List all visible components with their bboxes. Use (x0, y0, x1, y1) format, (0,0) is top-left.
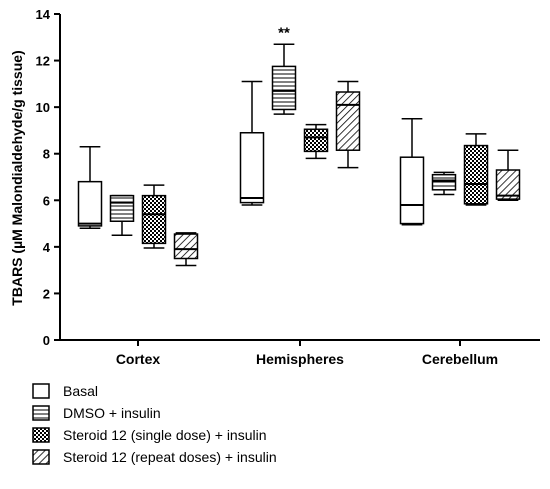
box-iqr (239, 132, 265, 204)
legend-label: Steroid 12 (repeat doses) + insulin (63, 449, 277, 465)
box-iqr (141, 194, 167, 245)
box-iqr (399, 156, 425, 225)
box-iqr (109, 194, 135, 222)
legend-label: DMSO + insulin (63, 405, 161, 421)
legend-label: Steroid 12 (single dose) + insulin (63, 427, 267, 443)
legend-item: Steroid 12 (repeat doses) + insulin (32, 449, 277, 465)
box-cortex-1 (109, 194, 135, 236)
box-hemispheres-3 (335, 80, 361, 169)
x-category-label: Cortex (116, 351, 161, 367)
box-iqr (431, 173, 457, 191)
y-tick-label: 12 (36, 54, 50, 69)
legend-swatch (32, 449, 50, 465)
box-hemispheres-0 (239, 80, 265, 206)
x-category-label: Hemispheres (256, 351, 344, 367)
box-cerebellum-1 (431, 171, 457, 196)
legend-item: DMSO + insulin (32, 405, 161, 421)
axes: 0 2 4 6 8 10 12 14 Cortex Hemispheres Cerebellum (36, 7, 540, 367)
box-iqr (463, 144, 489, 205)
y-tick-label: 14 (36, 7, 51, 22)
box-cortex-0 (77, 145, 103, 229)
box-hemispheres-2 (303, 123, 329, 160)
boxes: ** (77, 24, 521, 267)
box-cortex-2 (141, 184, 167, 249)
legend: Basal DMSO + insulin Steroid 12 (single do… (32, 383, 277, 465)
box-iqr (77, 180, 103, 227)
x-category-label: Cerebellum (422, 351, 498, 367)
legend-item: Steroid 12 (single dose) + insulin (32, 427, 267, 443)
y-tick-label: 6 (43, 193, 50, 208)
y-tick-label: 0 (43, 333, 50, 348)
legend-swatch (32, 427, 50, 443)
box-cortex-3 (173, 232, 199, 267)
significance-annotation: ** (278, 24, 290, 41)
y-tick-label: 4 (43, 240, 51, 255)
box-iqr (173, 233, 199, 260)
legend-swatch (32, 383, 50, 399)
box-hemispheres-1 (271, 43, 297, 115)
box-iqr (335, 91, 361, 151)
box-iqr (303, 128, 329, 153)
y-tick-label: 8 (43, 147, 50, 162)
y-tick-label: 10 (36, 100, 50, 115)
legend-swatch (32, 405, 50, 421)
legend-item: Basal (32, 383, 98, 399)
box-iqr (271, 65, 297, 111)
box-cerebellum-3 (495, 149, 521, 202)
y-axis-label: TBARS (µM Malondialdehyde/g tissue) (9, 50, 25, 305)
y-tick-label: 2 (43, 286, 50, 301)
legend-label: Basal (63, 383, 98, 399)
box-cerebellum-2 (463, 133, 489, 206)
box-cerebellum-0 (399, 118, 425, 226)
box-iqr (495, 169, 521, 200)
